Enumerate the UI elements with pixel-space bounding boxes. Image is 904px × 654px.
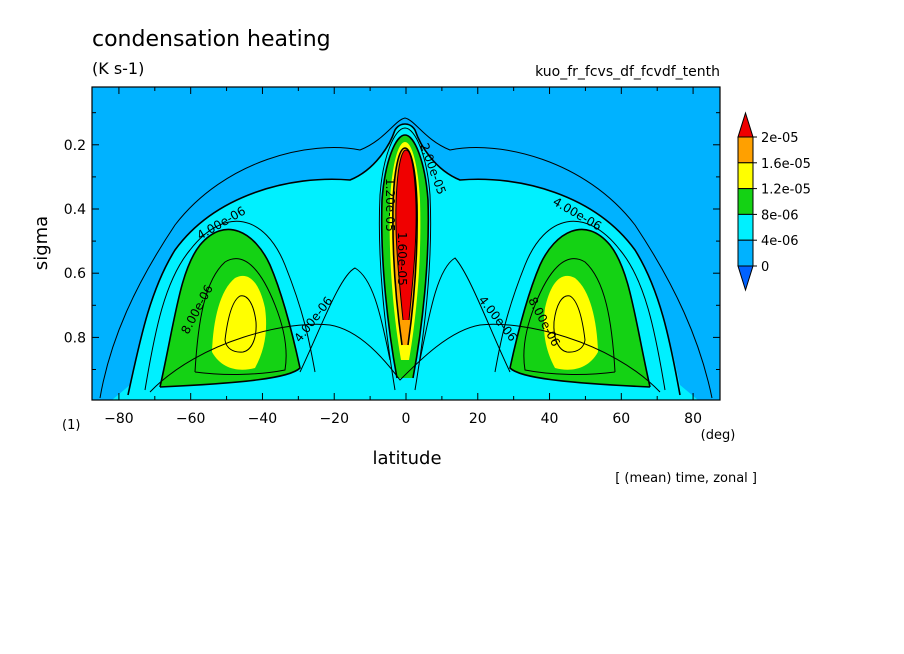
contour-label: 1.20e-05	[383, 178, 397, 232]
colorbar-label: 0	[761, 260, 769, 275]
contour-8e-06-north	[509, 228, 651, 388]
y-tick-label: 0.6	[64, 266, 86, 282]
y-tick-label: 0.4	[64, 202, 86, 218]
contour-4e-06	[127, 123, 681, 396]
colorbar-label: 1.2e-05	[761, 183, 811, 198]
colorbar-segment	[737, 136, 754, 164]
contour-1.4e-05-south	[224, 295, 257, 353]
contour-1.4e-05-north	[553, 295, 586, 353]
band-1.2e-05-1.6e-05-north	[543, 275, 598, 370]
contour-low-level	[149, 323, 661, 393]
colorbar-label: 8e-06	[761, 208, 799, 223]
experiment-name: kuo_fr_fcvs_df_fcvdf_tenth	[535, 64, 720, 80]
colorbar-segment	[737, 111, 754, 138]
band-above-2e-05-equator	[395, 150, 417, 320]
y-axis: 0.2 0.4 0.6 0.8	[64, 112, 720, 371]
chart-title: condensation heating	[92, 27, 331, 52]
colorbar-segment	[737, 162, 754, 190]
x-tick-label: −20	[319, 411, 349, 427]
x-tick-label: −40	[248, 411, 278, 427]
x-tick-label: −80	[104, 411, 134, 427]
x-tick-label: 20	[469, 411, 487, 427]
contour-label: 1.60e-05	[395, 232, 409, 286]
contour-2e-06	[99, 117, 713, 399]
contour-1.6e-05-equator	[392, 147, 418, 346]
contour-8e-06-south	[159, 228, 301, 388]
colorbar-segment	[737, 239, 754, 267]
contour-1e-05-north	[523, 258, 616, 375]
x-tick-label: 0	[402, 411, 411, 427]
x-axis: −80 −60 −40 −20 0 20 40 60 80	[104, 87, 702, 427]
band-1.2e-05-1.6e-05-south	[212, 275, 267, 370]
y-tick-label: 0.8	[64, 330, 86, 346]
contour-8e-06-equator	[380, 134, 430, 379]
contour-fill: 4.00e-06 8.00e-06 4.00e-06 4.00e-06 4.00…	[92, 87, 720, 400]
contour-equator-outer	[378, 127, 432, 391]
contour-6e-06-north	[494, 220, 666, 391]
contour-lines	[99, 117, 713, 399]
panel-label: (1)	[62, 418, 80, 433]
x-axis-unit: (deg)	[701, 428, 736, 443]
colorbar-label: 1.6e-05	[761, 157, 811, 172]
averaging-note: [ (mean) time, zonal ]	[615, 471, 757, 486]
contour-2e-05-equator	[395, 149, 417, 321]
chart-units: (K s-1)	[92, 59, 144, 78]
colorbar-label: 2e-05	[761, 131, 799, 146]
colorbar-label: 4e-06	[761, 234, 799, 249]
colorbar-segment	[737, 265, 754, 292]
colorbar: 2e-05 1.6e-05 1.2e-05 8e-06 4e-06 0	[737, 111, 811, 292]
y-axis-label: sigma	[31, 216, 52, 270]
contour-1e-05-south	[194, 258, 287, 375]
x-tick-label: 40	[541, 411, 559, 427]
y-tick-label: 0.2	[64, 138, 86, 154]
x-tick-label: 80	[684, 411, 702, 427]
x-tick-label: 60	[612, 411, 630, 427]
x-tick-label: −60	[176, 411, 206, 427]
contour-subtropics	[299, 257, 511, 373]
colorbar-segment	[737, 188, 754, 215]
x-axis-label: latitude	[372, 448, 441, 469]
colorbar-segment	[737, 213, 754, 241]
contour-6e-06-south	[144, 220, 316, 391]
